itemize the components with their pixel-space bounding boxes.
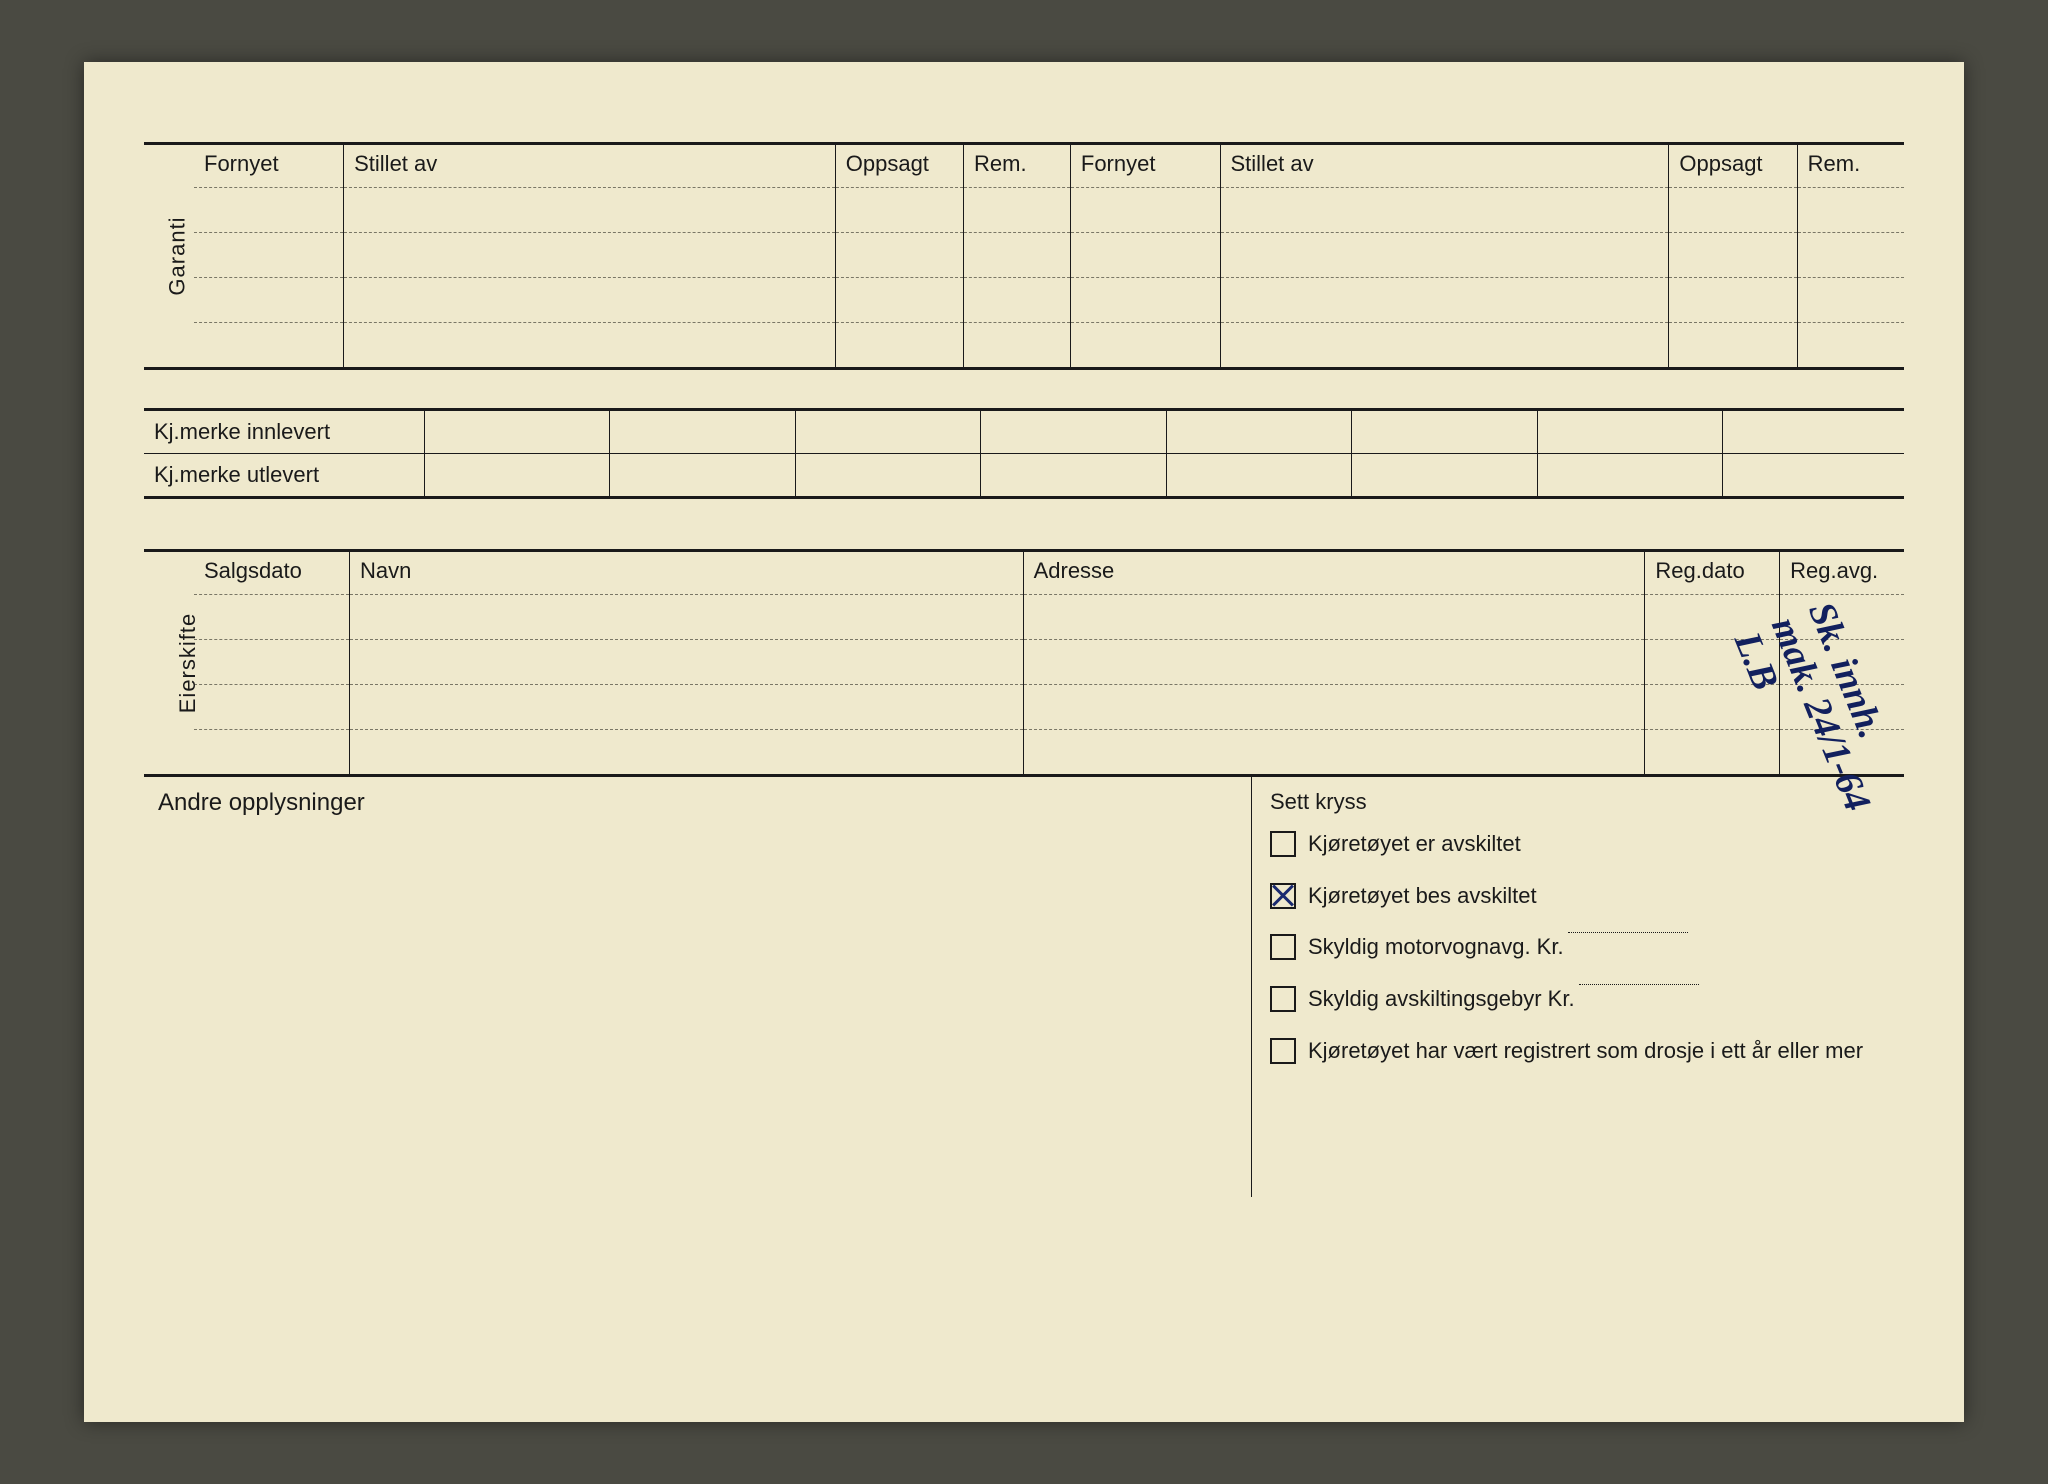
- col-stillet-l: Stillet av: [344, 145, 836, 188]
- col-regavg: Reg.avg.: [1780, 552, 1904, 595]
- amount-line[interactable]: [1568, 932, 1688, 933]
- andre-opplysninger-section: Andre opplysninger Sett kryss Kjøretøyet…: [144, 774, 1904, 1197]
- option-avskiltet: Kjøretøyet er avskiltet: [1270, 829, 1890, 859]
- option-skyldig-avskiltingsgebyr: Skyldig avskiltingsgebyr Kr.: [1270, 984, 1890, 1014]
- garanti-row: [194, 278, 1904, 323]
- col-navn: Navn: [349, 552, 1023, 595]
- col-salgsdato: Salgsdato: [194, 552, 349, 595]
- garanti-row: [194, 188, 1904, 233]
- garanti-table: Fornyet Stillet av Oppsagt Rem. Fornyet …: [194, 145, 1904, 367]
- kjmerke-table: Kj.merke innlevert Kj.merke utlevert: [144, 411, 1904, 496]
- option-label: Skyldig avskiltingsgebyr Kr.: [1308, 984, 1575, 1014]
- andre-title-area: Andre opplysninger: [144, 777, 1252, 1197]
- garanti-row: [194, 233, 1904, 278]
- eierskifte-row: [194, 595, 1904, 640]
- col-regdato: Reg.dato: [1645, 552, 1780, 595]
- registration-card: Garanti Fornyet Stillet av Oppsagt Rem. …: [84, 62, 1964, 1422]
- checkbox-icon[interactable]: [1270, 934, 1296, 960]
- option-drosje: Kjøretøyet har vært registrert som drosj…: [1270, 1036, 1890, 1066]
- col-oppsagt-l: Oppsagt: [835, 145, 963, 188]
- kjmerke-section: Kj.merke innlevert Kj.merke utlevert: [144, 408, 1904, 499]
- option-skyldig-motorvognavg: Skyldig motorvognavg. Kr.: [1270, 932, 1890, 962]
- col-rem-r: Rem.: [1797, 145, 1904, 188]
- checkbox-icon[interactable]: [1270, 883, 1296, 909]
- col-adresse: Adresse: [1023, 552, 1645, 595]
- col-fornyet-r: Fornyet: [1070, 145, 1220, 188]
- checkbox-icon[interactable]: [1270, 831, 1296, 857]
- col-fornyet-l: Fornyet: [194, 145, 344, 188]
- kjmerke-innlevert-label: Kj.merke innlevert: [144, 411, 425, 454]
- garanti-header-row: Fornyet Stillet av Oppsagt Rem. Fornyet …: [194, 145, 1904, 188]
- checkbox-icon[interactable]: [1270, 1038, 1296, 1064]
- eierskifte-table: Salgsdato Navn Adresse Reg.dato Reg.avg.: [194, 552, 1904, 774]
- eierskifte-side-label: Eierskifte: [175, 613, 201, 713]
- eierskifte-row: [194, 640, 1904, 685]
- eierskifte-row: [194, 685, 1904, 730]
- kjmerke-row-utlevert: Kj.merke utlevert: [144, 454, 1904, 497]
- col-rem-l: Rem.: [964, 145, 1071, 188]
- checkbox-icon[interactable]: [1270, 986, 1296, 1012]
- garanti-side-label: Garanti: [165, 216, 191, 295]
- eierskifte-row: [194, 730, 1904, 775]
- col-stillet-r: Stillet av: [1220, 145, 1669, 188]
- eierskifte-section: Eierskifte Salgsdato Navn Adresse Reg.da…: [144, 549, 1904, 774]
- garanti-row: [194, 323, 1904, 368]
- option-label: Kjøretøyet har vært registrert som drosj…: [1308, 1036, 1863, 1066]
- garanti-section: Garanti Fornyet Stillet av Oppsagt Rem. …: [144, 142, 1904, 370]
- eierskifte-header-row: Salgsdato Navn Adresse Reg.dato Reg.avg.: [194, 552, 1904, 595]
- sett-kryss-panel: Sett kryss Kjøretøyet er avskiltet Kjøre…: [1252, 777, 1904, 1197]
- andre-title: Andre opplysninger: [158, 789, 365, 816]
- kjmerke-row-innlevert: Kj.merke innlevert: [144, 411, 1904, 454]
- option-bes-avskiltet: Kjøretøyet bes avskiltet: [1270, 881, 1890, 911]
- kjmerke-utlevert-label: Kj.merke utlevert: [144, 454, 425, 497]
- amount-line[interactable]: [1579, 984, 1699, 985]
- option-label: Kjøretøyet bes avskiltet: [1308, 881, 1537, 911]
- col-oppsagt-r: Oppsagt: [1669, 145, 1797, 188]
- option-label: Skyldig motorvognavg. Kr.: [1308, 932, 1564, 962]
- option-label: Kjøretøyet er avskiltet: [1308, 829, 1521, 859]
